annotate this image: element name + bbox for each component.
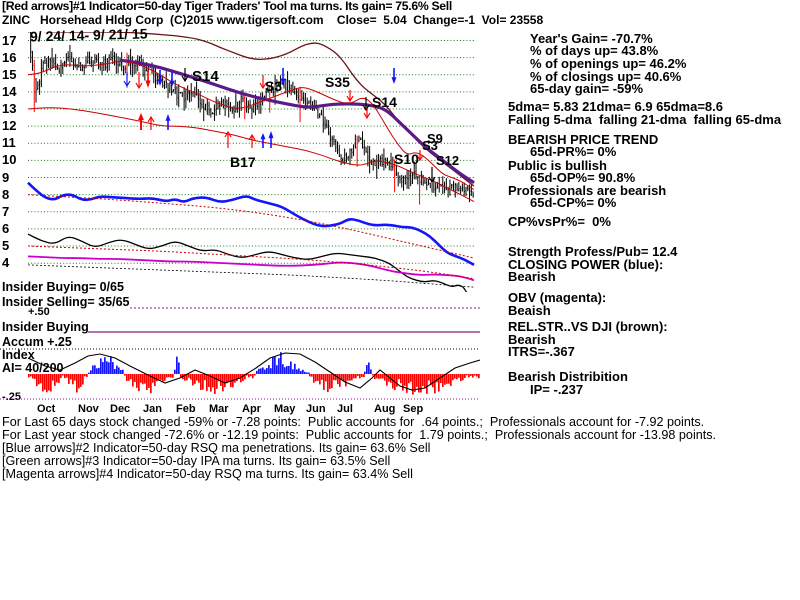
svg-text:S10: S10 [394, 151, 419, 167]
svg-text:S3: S3 [422, 138, 438, 153]
svg-text:S14: S14 [192, 68, 219, 85]
svg-text:S35: S35 [325, 74, 350, 90]
svg-text:S3: S3 [265, 78, 282, 94]
svg-text:S12: S12 [436, 153, 459, 168]
svg-text:S14: S14 [372, 94, 397, 110]
svg-text:B17: B17 [230, 154, 256, 170]
